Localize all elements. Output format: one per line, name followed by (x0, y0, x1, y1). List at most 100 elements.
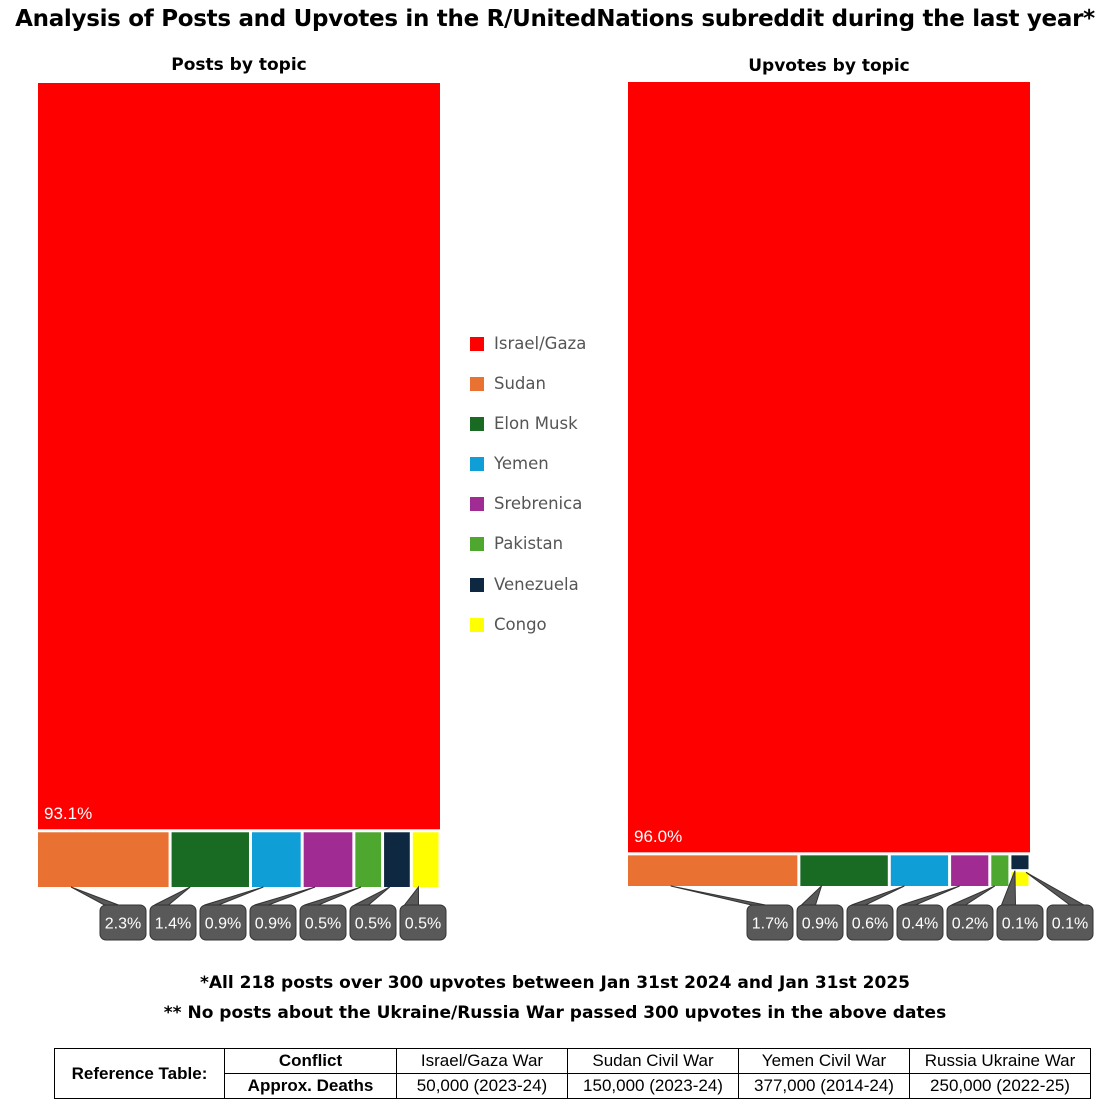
deaths-cell: 250,000 (2022-25) (909, 1073, 1091, 1099)
legend-swatch (470, 457, 484, 472)
callout-box (796, 904, 844, 941)
legend-swatch (470, 337, 484, 351)
treemap-cell (1011, 855, 1029, 870)
conflict-cell: Israel/Gaza War (396, 1048, 568, 1074)
row-header-conflict: Conflict (224, 1048, 397, 1074)
data-label: 0.6% (852, 916, 888, 933)
treemap-cell (1011, 872, 1029, 886)
callout-box (99, 904, 147, 941)
treemap-cell (890, 855, 949, 886)
treemap-cell (412, 832, 439, 887)
footnote-1: *All 218 posts over 300 upvotes between … (200, 973, 910, 993)
legend-swatch (470, 497, 484, 512)
legend-label: Venezuela (494, 574, 579, 594)
legend-item: Venezuela (470, 574, 610, 614)
upvotes-treemap: 96.0% 1.7% 0.9% 0.6% 0.4% 0.2% 0.1% 0.1% (628, 82, 1094, 941)
data-label: 0.5% (405, 916, 441, 933)
footnote-2: ** No posts about the Ukraine/Russia War… (163, 1003, 947, 1023)
treemap-cell (800, 855, 888, 886)
data-label: 0.1% (1002, 916, 1038, 933)
data-label: 93.1% (44, 804, 92, 823)
callout-box (199, 904, 247, 941)
deaths-cell: 150,000 (2023-24) (567, 1073, 739, 1099)
callout-box (946, 904, 994, 941)
callout-pointer (70, 886, 119, 906)
treemap-cell (951, 855, 989, 886)
reference-table: Reference Table: Conflict Israel/Gaza Wa… (54, 1048, 1091, 1099)
legend-swatch (470, 417, 484, 432)
callout-pointer (800, 884, 823, 906)
conflict-cell: Yemen Civil War (738, 1048, 910, 1074)
deaths-cell: 377,000 (2014-24) (738, 1073, 910, 1099)
deaths-cell: 50,000 (2023-24) (396, 1073, 568, 1099)
legend-label: Elon Musk (494, 414, 578, 434)
callout-pointer (951, 885, 996, 906)
data-label: 0.2% (952, 916, 988, 933)
treemap-cell (384, 832, 410, 887)
callout-pointer (403, 885, 420, 906)
callout-pointer (1025, 871, 1086, 906)
callout-box (846, 904, 894, 941)
legend-swatch (470, 617, 484, 632)
treemap-cell (628, 855, 798, 886)
row-header-deaths: Approx. Deaths (224, 1073, 397, 1099)
legend-item: Congo (470, 614, 610, 654)
posts-treemap: 93.1% 2.3% 1.4% 0.9% 0.9% 0.5% 0.5% 0.5% (38, 83, 447, 941)
callout-box (349, 904, 397, 941)
treemap-cell (991, 855, 1009, 886)
callout-pointer (304, 886, 362, 906)
callout-box (149, 904, 197, 941)
reference-table-label: Reference Table: (54, 1048, 225, 1099)
legend-item: Srebrenica (470, 493, 610, 533)
legend-label: Israel/Gaza (494, 334, 587, 353)
legend-swatch (470, 537, 484, 552)
legend-item: Sudan (470, 373, 610, 413)
data-label: 0.9% (205, 916, 241, 933)
treemap-cell (171, 832, 249, 887)
callout-pointer (154, 886, 191, 906)
callout-pointer (851, 885, 905, 906)
data-label: 96.0% (634, 827, 682, 846)
callout-pointer (901, 885, 960, 906)
legend-item: Elon Musk (470, 413, 610, 453)
data-label: 1.7% (752, 916, 788, 933)
legend-label: Srebrenica (494, 494, 583, 514)
data-label: 0.5% (305, 916, 341, 933)
callout-box (996, 904, 1044, 941)
conflict-cell: Russia Ukraine War (909, 1048, 1091, 1074)
callout-box (299, 904, 347, 941)
chart-title: Analysis of Posts and Upvotes in the R/U… (15, 6, 1095, 32)
callout-pointer (670, 885, 766, 906)
legend-label: Congo (494, 614, 547, 634)
callout-pointer (204, 886, 264, 906)
legend-item: Israel/Gaza (470, 333, 610, 373)
treemap-cell (251, 832, 301, 887)
treemap-cell (303, 832, 353, 887)
upvotes-chart-title: Upvotes by topic (748, 56, 910, 76)
callout-box (399, 904, 447, 941)
data-label: 0.9% (802, 916, 838, 933)
treemap-cell (628, 82, 1030, 853)
legend-swatch (470, 377, 484, 392)
data-label: 0.4% (902, 916, 938, 933)
treemap-cell (355, 832, 382, 887)
treemap-cell (38, 83, 440, 830)
legend-label: Pakistan (494, 534, 564, 554)
callout-box (1046, 904, 1094, 941)
data-label: 0.5% (355, 916, 391, 933)
data-label: 0.9% (255, 916, 291, 933)
callout-box (249, 904, 297, 941)
legend: Israel/Gaza Sudan Elon Musk Yemen Srebrenica… (470, 333, 610, 654)
legend-item: Pakistan (470, 533, 610, 573)
callout-box (896, 904, 944, 941)
treemap-cell (38, 832, 169, 887)
callout-box (746, 904, 794, 941)
data-label: 2.3% (105, 916, 141, 933)
legend-swatch (470, 577, 484, 592)
callout-pointer (354, 886, 391, 906)
data-label: 0.1% (1052, 916, 1088, 933)
callout-pointer (254, 886, 316, 906)
conflict-cell: Sudan Civil War (567, 1048, 739, 1074)
posts-chart-title: Posts by topic (171, 55, 307, 75)
data-label: 1.4% (155, 916, 191, 933)
